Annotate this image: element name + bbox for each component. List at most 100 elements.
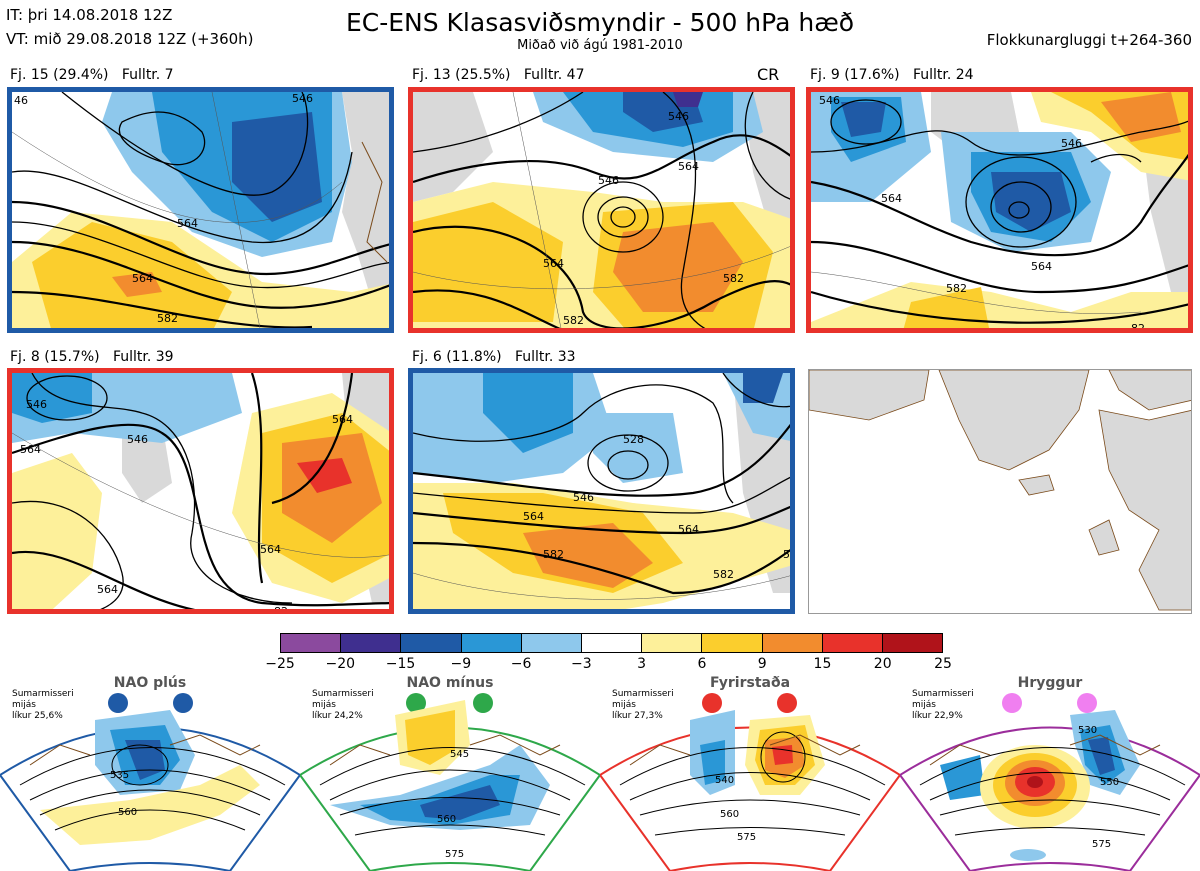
cluster-map: 546 564 546 564 582 82 (811, 92, 1188, 333)
contour-label: 546 (26, 398, 47, 411)
regime-info: Sumarmisseri mijás líkur 27,3% (612, 689, 674, 721)
colorbar-segment (702, 634, 763, 652)
colorbar-segment (642, 634, 703, 652)
panel-2-cr-tag: CR (757, 65, 780, 84)
colorbar-tick-label: 3 (637, 656, 647, 672)
regime-name: Hryggur (1017, 675, 1083, 691)
regime-info: Sumarmisseri mijás líkur 22,9% (912, 689, 974, 721)
contour-label: 564 (678, 160, 699, 173)
contour-label: 582 (563, 314, 584, 327)
panel-5-label: Fj. 6 (11.8%) Fulltr. 33 (412, 349, 576, 365)
colorbar-tick-label: −9 (450, 656, 472, 672)
colorbar-segment (461, 634, 522, 652)
regime-name: Fyrirstaða (709, 675, 791, 691)
contour-label: 575 (445, 849, 464, 860)
contour-label: 582 (713, 568, 734, 581)
cluster-map: 46 546 564 582 564 (12, 92, 389, 328)
regime-ridge: Hryggur Sumarmisseri mijás líkur 22,9% 530… (900, 675, 1200, 871)
regime-marker (1077, 693, 1097, 713)
reference-map (808, 369, 1192, 614)
regime-marker (702, 693, 722, 713)
contour-label: 564 (543, 257, 564, 270)
cluster-map-panel: 546 564 546 564 582 582 (408, 87, 795, 333)
colorbar-tick-label: 9 (757, 656, 767, 672)
colorbar-segment (822, 634, 883, 652)
colorbar-tick-label: 20 (873, 656, 892, 672)
cluster-map-panel: 46 546 564 582 564 (7, 87, 394, 333)
contour-label: 560 (118, 807, 137, 818)
panel-3-label: Fj. 9 (17.6%) Fulltr. 24 (810, 67, 974, 83)
contour-label: 82 (274, 605, 288, 614)
regime-map: 545 560 575 (300, 693, 600, 871)
colorbar-tick-label: 15 (813, 656, 832, 672)
page-subtitle: Miðað við ágú 1981-2010 (517, 38, 683, 53)
cluster-map: 546 564 546 564 582 582 (413, 92, 790, 328)
valid-time: VT: mið 29.08.2018 12Z (+360h) (6, 30, 254, 48)
contour-label: 582 (157, 312, 178, 325)
contour-label: 540 (715, 775, 734, 786)
colorbar-tick-label: 25 (934, 656, 952, 672)
contour-label: 564 (881, 192, 902, 205)
init-time: IT: þri 14.08.2018 12Z (6, 6, 173, 24)
panel-4-label: Fj. 8 (15.7%) Fulltr. 39 (10, 349, 174, 365)
contour-label: 582 (946, 282, 967, 295)
regime-map: 530 550 575 (900, 693, 1200, 871)
contour-label: 546 (573, 491, 594, 504)
contour-label: 535 (110, 770, 129, 781)
regime-marker (108, 693, 128, 713)
contour-label: 546 (598, 174, 619, 187)
regime-blocking: Fyrirstaða Sumarmisseri mijás líkur 27,3% … (600, 675, 900, 871)
colorbar-segment (762, 634, 823, 652)
regime-info: Sumarmisseri mijás líkur 25,6% (12, 689, 74, 721)
regime-marker (777, 693, 797, 713)
colorbar-tick-label: −3 (571, 656, 592, 672)
page-title: EC-ENS Klasasviðsmyndir - 500 hPa hæð (345, 8, 855, 37)
contour-label: 58 (783, 548, 795, 561)
contour-label: 560 (437, 814, 456, 825)
colorbar-segment (401, 634, 462, 652)
cluster-map: 528 546 564 564 582 582 58 (413, 373, 795, 609)
contour-label: 564 (132, 272, 153, 285)
regime-name: NAO mínus (406, 675, 494, 691)
cluster-map-panel: 546 564 546 564 582 82 (806, 87, 1193, 333)
colorbar-segment (882, 634, 943, 652)
contour-label: 545 (450, 749, 469, 760)
panel-2-label: Fj. 13 (25.5%) Fulltr. 47 (412, 67, 585, 83)
colorbar-tick-label: −20 (325, 656, 356, 672)
cluster-map: 546 564 546 564 564 564 82 (12, 373, 389, 614)
colorbar-segment (341, 634, 402, 652)
colorbar-tick-label: −6 (510, 656, 532, 672)
classification-window: Flokkunargluggi t+264-360 (986, 31, 1192, 49)
contour-label: 528 (623, 433, 644, 446)
contour-label: 564 (97, 583, 118, 596)
contour-label: 564 (1031, 260, 1052, 273)
contour-label: 582 (543, 548, 564, 561)
panel-1-label: Fj. 15 (29.4%) Fulltr. 7 (10, 67, 174, 83)
contour-label: 575 (1092, 839, 1111, 850)
colorbar-tick-label: 6 (697, 656, 707, 672)
contour-label: 546 (1061, 137, 1082, 150)
contour-label: 530 (1078, 725, 1097, 736)
contour-label: 82 (1131, 322, 1145, 333)
contour-label: 550 (1100, 777, 1119, 788)
contour-label: 564 (260, 543, 281, 556)
contour-label: 564 (678, 523, 699, 536)
colorbar (280, 633, 943, 653)
regime-name: NAO plús (113, 675, 187, 691)
contour-label: 564 (20, 443, 41, 456)
cluster-map-panel: 528 546 564 564 582 582 58 (408, 368, 795, 614)
contour-label: 575 (737, 832, 756, 843)
contour-label: 546 (292, 92, 313, 105)
regime-map: 540 560 575 (600, 693, 900, 871)
contour-label: 546 (668, 110, 689, 123)
regime-marker (473, 693, 493, 713)
regime-map: 535 560 (0, 693, 300, 871)
contour-label: 564 (332, 413, 353, 426)
contour-label: 564 (177, 217, 198, 230)
regime-marker (173, 693, 193, 713)
regime-nao-plus: NAO plús Sumarmisseri mijás líkur 25,6% 53… (0, 675, 300, 871)
contour-label: 582 (723, 272, 744, 285)
regime-info: Sumarmisseri mijás líkur 24,2% (312, 689, 374, 721)
regime-marker (406, 693, 426, 713)
reference-map-svg (809, 370, 1191, 611)
